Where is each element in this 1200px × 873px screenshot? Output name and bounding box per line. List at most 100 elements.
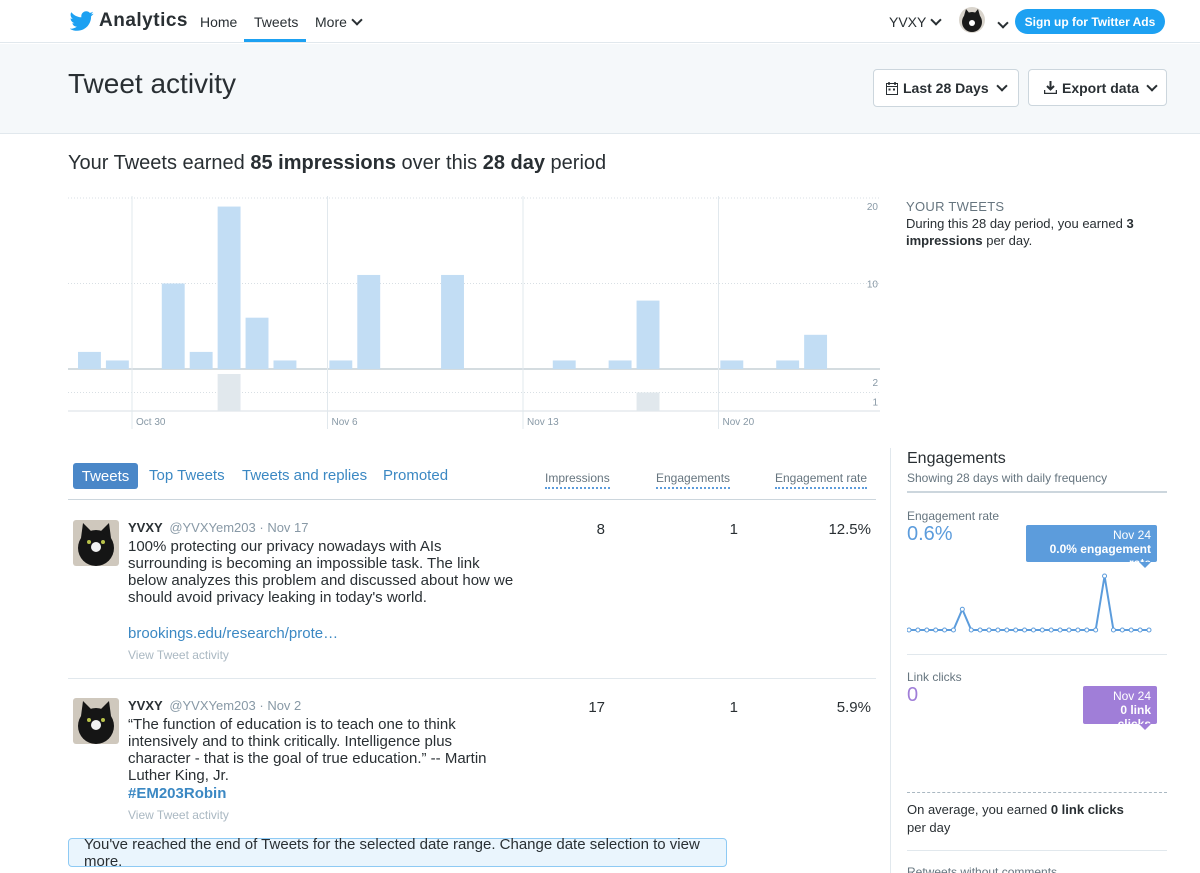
sparkline-point bbox=[907, 627, 912, 633]
engagement-rate-sparkline[interactable] bbox=[907, 568, 1167, 638]
brand[interactable]: Analytics bbox=[70, 9, 188, 33]
tab-tweets[interactable]: Tweets bbox=[73, 463, 138, 489]
impressions-bar bbox=[78, 351, 101, 369]
tweet-header: YVXY @YVXYem203 · Nov 17 bbox=[128, 520, 309, 535]
your-tweets-suffix: per day. bbox=[986, 233, 1033, 248]
column-header-engagement-rate[interactable]: Engagement rate bbox=[775, 471, 868, 489]
impressions-summary: Your Tweets earned 85 impressions over t… bbox=[68, 152, 606, 175]
column-header-impressions[interactable]: Impressions bbox=[545, 471, 610, 489]
x-axis-tick-label: Nov 6 bbox=[332, 417, 359, 428]
tooltip-value: 0.0% engagement rate bbox=[1049, 542, 1151, 570]
tweet-engagement-rate: 5.9% bbox=[836, 699, 871, 716]
hashtag-link[interactable]: #EM203Robin bbox=[128, 785, 227, 802]
sparkline-point bbox=[1075, 627, 1081, 633]
account-menu[interactable]: YVXY bbox=[889, 14, 943, 30]
column-header-engagements[interactable]: Engagements bbox=[656, 471, 731, 489]
tweet-impressions: 17 bbox=[588, 699, 605, 716]
engagements-panel: Engagements Showing 28 days with daily f… bbox=[890, 448, 1200, 873]
brand-name: Analytics bbox=[99, 10, 188, 31]
tweet-text: 100% protecting our privacy nowadays wit… bbox=[128, 538, 514, 606]
sparkline-point bbox=[1137, 627, 1143, 633]
tweet-row[interactable]: YVXY @YVXYem203 · Nov 17 100% protecting… bbox=[68, 520, 876, 670]
link-clicks-baseline bbox=[907, 792, 1167, 793]
sparkline-point bbox=[1013, 627, 1019, 633]
summary-prefix: Your Tweets earned bbox=[68, 152, 245, 174]
engagements-bar bbox=[636, 392, 660, 411]
avatar-menu-toggle[interactable] bbox=[993, 14, 1009, 30]
divider bbox=[907, 850, 1167, 851]
calendar-icon bbox=[886, 81, 898, 95]
engagements-axis-label: 1 bbox=[872, 398, 878, 409]
chevron-down-icon bbox=[351, 14, 363, 26]
impressions-bar bbox=[552, 360, 576, 369]
sparkline-point bbox=[1110, 627, 1116, 633]
divider bbox=[907, 654, 1167, 655]
retweets-label: Retweets without comments bbox=[907, 865, 1058, 873]
end-of-tweets-notice: You've reached the end of Tweets for the… bbox=[68, 836, 727, 870]
x-axis-tick-label: Oct 30 bbox=[136, 417, 166, 428]
tweet-handle: @YVXYem203 bbox=[169, 520, 256, 535]
impressions-bar bbox=[441, 274, 464, 369]
export-label: Export data bbox=[1062, 79, 1140, 96]
tweet-impressions: 8 bbox=[596, 521, 605, 538]
download-icon bbox=[1044, 81, 1057, 94]
tweet-link[interactable]: brookings.edu/research/prote… bbox=[128, 625, 339, 642]
divider bbox=[68, 499, 876, 500]
engagement-rate-label: Engagement rate bbox=[907, 509, 1000, 523]
tweet-engagements: 1 bbox=[729, 521, 738, 538]
tweet-author[interactable]: YVXY bbox=[128, 698, 163, 713]
link-clicks-tooltip: Nov 24 0 link clicks bbox=[1083, 686, 1157, 731]
avg-value: 0 link clicks bbox=[1050, 802, 1124, 817]
tweet-row[interactable]: YVXY @YVXYem203 · Nov 2 “The function of… bbox=[68, 698, 876, 828]
sparkline-point bbox=[950, 627, 956, 633]
tweet-date: · Nov 17 bbox=[259, 520, 309, 535]
sparkline-point bbox=[986, 627, 992, 633]
sparkline-point bbox=[915, 627, 921, 633]
avatar[interactable] bbox=[73, 698, 119, 744]
tab-top-tweets[interactable]: Top Tweets bbox=[149, 467, 225, 484]
link-clicks-value: 0 bbox=[907, 684, 919, 706]
tweet-handle: @YVXYem203 bbox=[169, 698, 256, 713]
sparkline-point bbox=[995, 627, 1001, 633]
sparkline-point bbox=[968, 627, 974, 633]
link-clicks-label: Link clicks bbox=[907, 670, 962, 684]
impressions-bar bbox=[804, 334, 828, 369]
avatar[interactable] bbox=[73, 520, 119, 566]
date-range-label: Last 28 Days bbox=[903, 80, 989, 96]
sparkline-path bbox=[909, 575, 1149, 631]
nav-more-menu[interactable]: More bbox=[315, 14, 363, 30]
impressions-axis-label: 20 bbox=[867, 202, 879, 213]
impressions-bar bbox=[636, 300, 660, 369]
active-nav-indicator bbox=[244, 39, 306, 42]
page-header: Tweet activity Last 28 Days Export data bbox=[0, 44, 1200, 134]
sparkline-point bbox=[933, 627, 939, 633]
tooltip-pointer bbox=[1139, 724, 1151, 730]
your-tweets-caption: YOUR TWEETS bbox=[906, 199, 1005, 214]
account-name: YVXY bbox=[889, 14, 927, 30]
date-range-button[interactable]: Last 28 Days bbox=[873, 69, 1019, 107]
impressions-bar bbox=[357, 274, 381, 369]
avg-suffix: per day bbox=[907, 820, 951, 835]
tab-promoted[interactable]: Promoted bbox=[383, 467, 449, 484]
impressions-axis-label: 10 bbox=[867, 280, 879, 291]
avatar[interactable] bbox=[959, 7, 985, 33]
tweet-date: · Nov 2 bbox=[259, 698, 302, 713]
nav-home[interactable]: Home bbox=[200, 14, 238, 30]
page-title: Tweet activity bbox=[68, 68, 237, 99]
view-tweet-activity-link[interactable]: View Tweet activity bbox=[128, 808, 229, 822]
top-nav: Analytics Home Tweets More YVXY Sign up … bbox=[0, 0, 1200, 43]
export-data-button[interactable]: Export data bbox=[1028, 69, 1167, 106]
tab-tweets-and-replies[interactable]: Tweets and replies bbox=[242, 467, 368, 484]
nav-tweets[interactable]: Tweets bbox=[254, 14, 299, 30]
sparkline-point bbox=[1048, 627, 1054, 633]
nav-more-label: More bbox=[315, 14, 347, 30]
tweet-author[interactable]: YVXY bbox=[128, 520, 163, 535]
sparkline-point bbox=[1039, 627, 1045, 633]
signup-ads-button[interactable]: Sign up for Twitter Ads bbox=[1015, 9, 1165, 34]
engagements-title: Engagements bbox=[907, 450, 1006, 467]
view-tweet-activity-link[interactable]: View Tweet activity bbox=[128, 648, 229, 662]
impressions-bar bbox=[161, 283, 185, 369]
avg-text: On average, you earned bbox=[907, 802, 1048, 817]
tweet-engagement-rate: 12.5% bbox=[828, 521, 871, 538]
summary-middle: over this bbox=[401, 152, 478, 174]
